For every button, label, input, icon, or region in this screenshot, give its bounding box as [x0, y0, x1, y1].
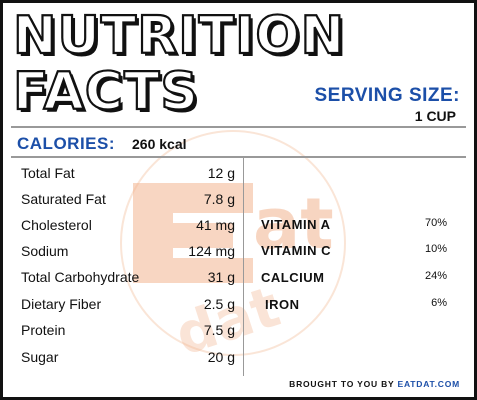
vitamin-name: CALCIUM: [261, 270, 325, 285]
nutrient-name: Total Carbohydrate: [21, 269, 140, 285]
vitamin-row: IRON 6%: [261, 297, 447, 317]
nutrient-row: Protein 7.5 g: [21, 322, 235, 344]
nutrient-name: Cholesterol: [21, 217, 92, 233]
nutrient-name: Saturated Fat: [21, 191, 106, 207]
vitamin-percent: 24%: [424, 270, 447, 282]
nutrient-name: Sugar: [21, 349, 59, 365]
nutrient-amount: 12 g: [207, 165, 235, 181]
title-facts: FACTS: [12, 62, 199, 122]
nutrient-name: Dietary Fiber: [21, 296, 102, 312]
footer-credit: BROUGHT TO YOU BY EATDAT.COM: [289, 379, 460, 389]
nutrient-row: Dietary Fiber 2.5 g: [21, 296, 235, 318]
footer-prefix: BROUGHT TO YOU BY: [289, 379, 398, 389]
nutrient-row: Sodium 124 mg: [21, 243, 235, 265]
vitamin-name: VITAMIN C: [261, 243, 331, 258]
nutrient-amount: 7.8 g: [203, 191, 235, 207]
vitamin-row: VITAMIN A 70%: [261, 217, 447, 237]
nutrient-amount: 2.5 g: [203, 296, 235, 312]
vitamin-row: VITAMIN C 10%: [261, 243, 447, 263]
divider-mid: [11, 156, 466, 158]
nutrient-row: Cholesterol 41 mg: [21, 217, 235, 239]
vitamin-name: IRON: [265, 297, 300, 312]
nutrient-row: Saturated Fat 7.8 g: [21, 191, 235, 213]
column-divider: [243, 158, 244, 376]
nutrient-amount: 7.5 g: [203, 322, 235, 338]
calories-value: 260 kcal: [132, 136, 187, 152]
nutrient-amount: 20 g: [207, 349, 235, 365]
serving-size-label: SERVING SIZE:: [314, 85, 460, 106]
nutrient-amount: 41 mg: [196, 217, 235, 233]
vitamin-percent: 6%: [431, 297, 447, 309]
nutrient-name: Total Fat: [21, 165, 75, 181]
nutrient-amount: 31 g: [207, 269, 235, 285]
nutrient-name: Protein: [21, 322, 66, 338]
vitamin-percent: 70%: [424, 217, 447, 229]
vitamin-percent: 10%: [424, 243, 447, 255]
nutrient-row: Total Carbohydrate 31 g: [21, 269, 235, 291]
nutrient-name: Sodium: [21, 243, 69, 259]
nutrient-amount: 124 mg: [188, 243, 235, 259]
title-nutrition: NUTRITION: [12, 6, 346, 66]
serving-size-value: 1 CUP: [414, 108, 456, 124]
vitamin-row: CALCIUM 24%: [261, 270, 447, 290]
vitamin-name: VITAMIN A: [261, 217, 331, 232]
divider-top: [11, 126, 466, 128]
nutrient-row: Sugar 20 g: [21, 349, 235, 371]
calories-label: CALORIES:: [17, 134, 115, 153]
footer-brand-link[interactable]: EATDAT.COM: [397, 379, 460, 389]
nutrient-row: Total Fat 12 g: [21, 165, 235, 187]
